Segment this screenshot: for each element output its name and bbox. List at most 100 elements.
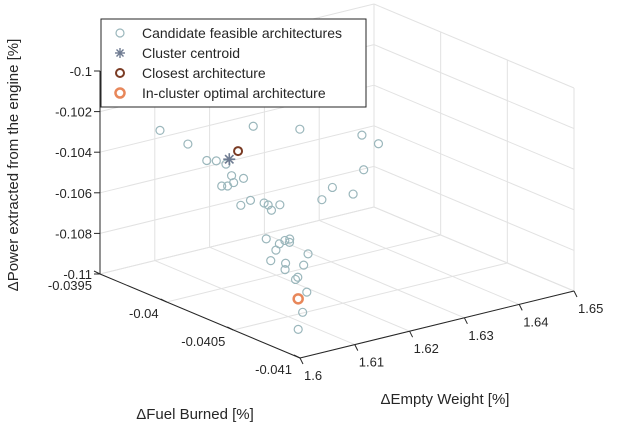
candidate-point (284, 237, 295, 247)
y-tick-mark (227, 326, 234, 331)
candidate-point (359, 165, 369, 175)
candidate-point (302, 287, 312, 297)
grid-line-y-floor (233, 262, 508, 331)
z-tick-label: -0.106 (55, 186, 92, 201)
candidate-point (222, 181, 233, 191)
z-tick-label: -0.108 (55, 226, 92, 241)
legend-marker-candidates (115, 28, 125, 38)
candidate-point (373, 139, 384, 149)
legend-label-optimal: In-cluster optimal architecture (142, 85, 326, 101)
grid-line-z-wall-back (99, 125, 375, 194)
z-tick-label: -0.11 (63, 267, 92, 282)
data-points (155, 121, 384, 334)
x-axis-label: ΔEmpty Weight [%] (381, 391, 510, 408)
candidate-point (327, 182, 337, 193)
y-tick-mark (293, 354, 301, 359)
y-tick-label: -0.041 (255, 362, 292, 377)
y-tick-label: -0.04 (129, 306, 159, 321)
x-tick-mark (354, 344, 359, 351)
candidate-point (245, 195, 256, 205)
grid-line-z-wall-right (373, 44, 575, 130)
x-tick-label: 1.61 (359, 355, 384, 370)
grid-line-x-floor (319, 219, 520, 305)
x-tick-mark (463, 317, 468, 325)
candidate-point (202, 155, 212, 166)
tick-marks-and-labels: 1.6 1.61 1.62 1.63 1.64 1.65 -0.041 -0.0405 -0.0… (48, 64, 603, 383)
grid-line-z-wall-back (99, 206, 375, 275)
grid-line-z-wall-back (99, 165, 375, 234)
candidate-point (183, 139, 193, 149)
x-axis-line (299, 290, 575, 359)
candidate-point (226, 171, 237, 181)
grid-line-z-wall-right (373, 125, 575, 211)
x-tick-mark (299, 357, 304, 365)
y-axis-label: ΔFuel Burned [%] (136, 406, 254, 423)
x-tick-label: 1.64 (523, 314, 548, 329)
legend-marker-closest (115, 68, 125, 78)
x-tick-mark (573, 290, 578, 298)
closest-architecture-point (233, 146, 244, 157)
candidate-point (293, 324, 303, 334)
legend-box (100, 18, 367, 108)
x-tick-label: 1.62 (414, 341, 439, 356)
optimal-architecture-point (292, 293, 304, 305)
grid-line-z-wall-right (373, 206, 575, 292)
candidate-point (259, 198, 269, 208)
candidate-point (266, 256, 276, 266)
legend-label-candidates: Candidate feasible architectures (142, 25, 342, 41)
candidate-point (261, 234, 271, 244)
floor-pane (100, 207, 574, 358)
grid-line-x-floor (264, 233, 465, 319)
candidate-point (298, 307, 308, 317)
candidate-point (236, 200, 246, 210)
z-tick-label: -0.1 (70, 64, 92, 79)
candidate-point (266, 205, 277, 215)
z-tick-label: -0.104 (55, 145, 92, 160)
candidate-point (211, 156, 221, 166)
legend: Candidate feasible architectures Cluster… (100, 18, 367, 108)
candidate-point (357, 130, 367, 140)
legend-label-closest: Closest architecture (142, 65, 266, 81)
back-pane-x (374, 4, 574, 291)
x-tick-label: 1.63 (468, 328, 493, 343)
candidate-point (238, 173, 249, 183)
candidate-point (271, 245, 281, 255)
candidate-point (275, 200, 285, 210)
candidate-point (295, 124, 305, 134)
x-tick-label: 1.65 (578, 301, 603, 316)
y-axis-line (99, 273, 301, 359)
z-tick-label: -0.102 (55, 105, 92, 120)
cluster-centroid-point (223, 153, 236, 166)
grid-line-z-wall-right (373, 3, 575, 89)
y-tick-mark (160, 298, 167, 303)
legend-label-centroid: Cluster centroid (142, 45, 240, 61)
candidate-point (248, 121, 258, 131)
candidate-point (303, 249, 313, 259)
y-tick-label: -0.0405 (181, 334, 225, 349)
x-tick-label: 1.6 (304, 368, 322, 383)
candidate-point (290, 274, 301, 285)
candidate-point (280, 264, 290, 275)
candidate-point (293, 272, 303, 282)
grid-line-z-wall-right (373, 84, 575, 170)
grid-line-y-floor (166, 234, 441, 303)
candidate-point (217, 181, 227, 191)
candidate-point (348, 189, 358, 199)
legend-marker-centroid (115, 48, 125, 58)
x-tick-mark (518, 304, 523, 311)
candidate-point (317, 195, 327, 205)
x-tick-mark (409, 330, 414, 338)
axes-box (99, 71, 575, 359)
legend-marker-optimal (114, 87, 126, 99)
candidate-point (285, 234, 295, 244)
candidate-point (280, 258, 291, 268)
grid-line-x-floor (154, 260, 355, 346)
candidate-point (299, 260, 309, 270)
centroid-stroke (224, 154, 235, 164)
grid-line-z-wall-right (373, 165, 575, 251)
candidate-point (155, 125, 165, 136)
y-tick-label: -0.0395 (48, 278, 92, 293)
z-axis-label: ΔPower extracted from the engine [%] (5, 39, 22, 292)
